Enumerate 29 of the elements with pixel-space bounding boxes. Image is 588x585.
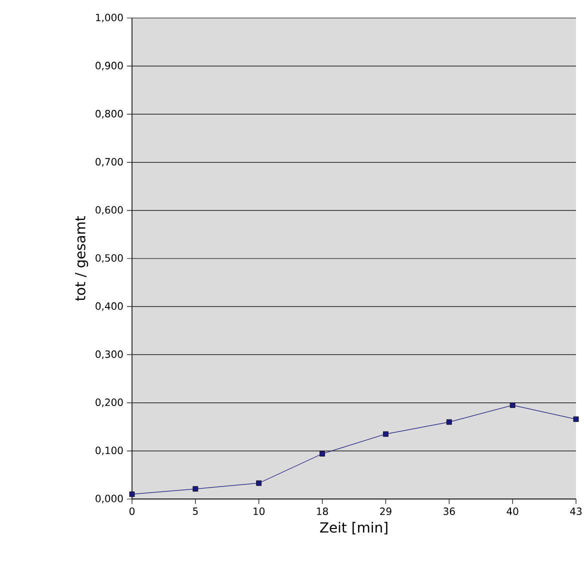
point xyxy=(510,402,516,408)
y-tick-label: 0,200 xyxy=(96,398,123,408)
x-axis-title: Zeit [min] xyxy=(320,522,388,534)
y-tick-label: 0,700 xyxy=(96,158,123,167)
x-tick-label: 0 xyxy=(129,508,135,516)
y-tick-label: 0,100 xyxy=(96,446,123,456)
y-axis-title: tot / gesamt xyxy=(75,216,88,301)
point xyxy=(573,416,579,422)
x-tick-label: 36 xyxy=(444,508,455,516)
point xyxy=(383,431,388,437)
y-tick-label: 0,600 xyxy=(96,206,123,215)
point xyxy=(446,419,452,425)
point xyxy=(256,480,262,486)
y-tick-label: 1,000 xyxy=(96,14,123,22)
y-tick-label: 0,400 xyxy=(96,302,123,311)
x-tick-label: 40 xyxy=(506,508,518,516)
y-tick-label: 0,300 xyxy=(96,350,123,359)
x-tick-label: 10 xyxy=(254,508,265,516)
y-tick-label: 0,800 xyxy=(96,110,123,118)
y-tick-label: 0,900 xyxy=(96,62,123,70)
y-tick-label: 0,500 xyxy=(96,254,123,263)
x-tick-label: 18 xyxy=(317,508,328,516)
y-tick-label: 0,000 xyxy=(96,494,123,504)
x-tick-label: 43 xyxy=(570,508,582,516)
point xyxy=(129,491,135,497)
x-tick-label: 29 xyxy=(380,508,392,516)
point xyxy=(320,451,325,456)
point xyxy=(192,486,198,492)
x-tick-label: 5 xyxy=(193,508,198,515)
